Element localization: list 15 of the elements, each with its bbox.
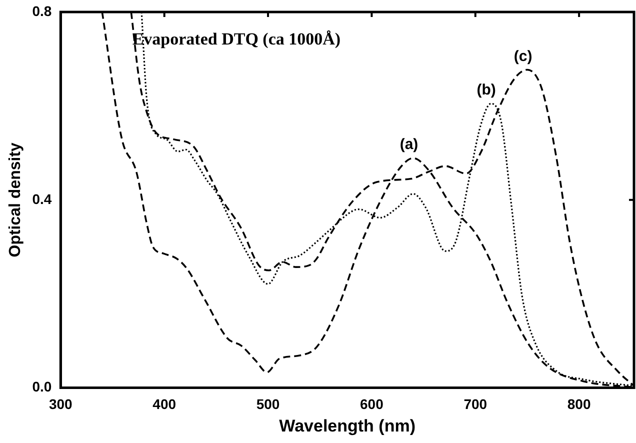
y-tick-label: 0.0 (32, 378, 52, 395)
x-tick-label: 400 (152, 396, 176, 412)
text: Evaporated DTQ (ca 1000Å) (132, 29, 341, 48)
series-label: (b) (476, 82, 496, 99)
y-axis-title: Optical density (7, 142, 24, 258)
x-tick-label: 800 (567, 396, 591, 412)
x-tick-label: 600 (360, 396, 384, 412)
x-tick-label: 700 (464, 396, 488, 412)
x-tick-label: 500 (256, 396, 280, 412)
y-tick-label: 0.8 (32, 2, 52, 19)
y-tick-label: 0.4 (32, 190, 52, 207)
series-label: (c) (514, 48, 532, 65)
x-tick-label: 300 (48, 396, 73, 412)
series-label: (a) (400, 136, 418, 154)
x-axis-title: Wavelength (nm) (279, 416, 416, 436)
